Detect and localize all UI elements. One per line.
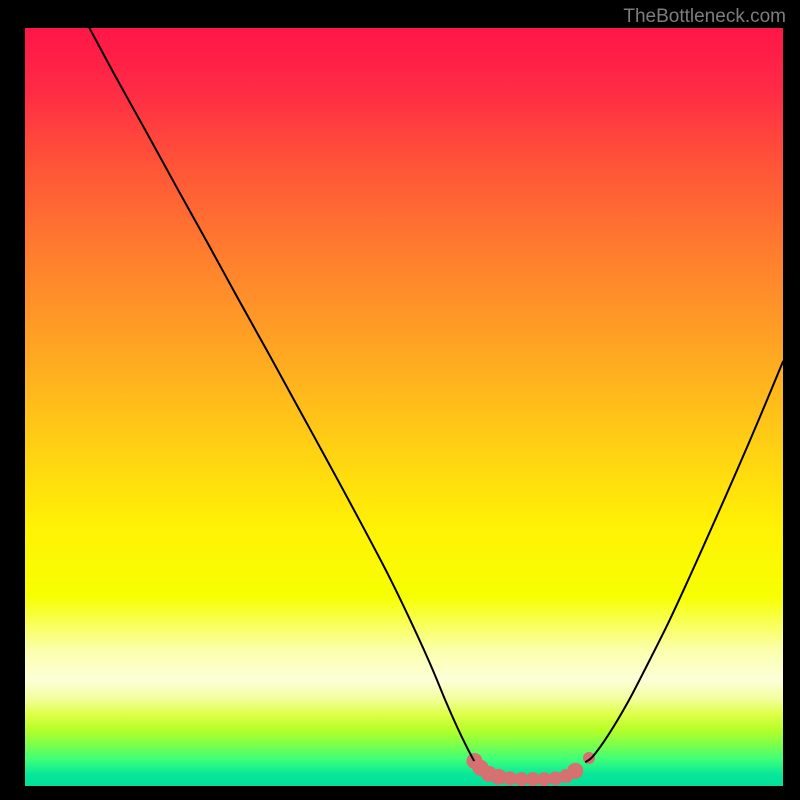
curve-left bbox=[89, 28, 473, 760]
chart-outer-frame: TheBottleneck.com bbox=[0, 0, 800, 800]
valley-marker-dot bbox=[466, 753, 482, 769]
valley-marker-dot bbox=[473, 760, 489, 776]
bottleneck-curve bbox=[25, 28, 783, 786]
valley-marker-dot bbox=[537, 772, 551, 786]
valley-marker-dot bbox=[559, 769, 573, 783]
valley-marker-dot bbox=[526, 772, 540, 786]
valley-marker-dot bbox=[481, 766, 497, 782]
valley-marker-dot bbox=[567, 763, 583, 779]
gradient-background bbox=[25, 28, 783, 786]
valley-marker-dot bbox=[503, 771, 517, 785]
valley-marker-dot bbox=[491, 769, 507, 785]
watermark-text: TheBottleneck.com bbox=[623, 6, 786, 28]
valley-marker-dot bbox=[549, 771, 563, 785]
valley-marker-dot bbox=[514, 772, 528, 786]
valley-marker-dot bbox=[583, 752, 595, 764]
plot-area bbox=[25, 28, 783, 786]
curve-right bbox=[586, 362, 783, 762]
